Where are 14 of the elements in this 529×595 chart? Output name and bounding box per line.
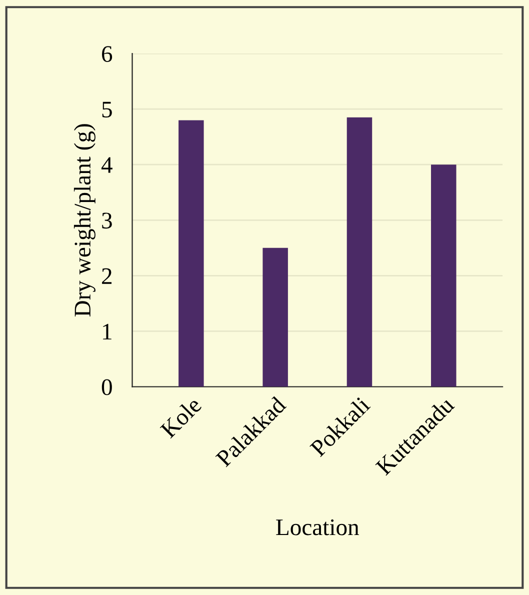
y-tick-label: 3	[102, 212, 112, 229]
y-tick-label: 6	[102, 46, 112, 62]
bar	[346, 117, 372, 387]
bar	[178, 120, 204, 387]
bar	[431, 164, 456, 387]
y-axis-title: Dry weight/plant (g)	[74, 124, 96, 317]
y-tick-label: 0	[102, 379, 112, 396]
y-tick-label: 2	[102, 268, 112, 284]
y-tick-label: 1	[103, 324, 112, 340]
bar	[262, 248, 288, 387]
y-tick-label: 5	[102, 102, 112, 118]
x-tick-label: Kole	[159, 396, 202, 439]
x-axis-title: Location	[276, 519, 359, 536]
y-tick-label: 4	[101, 157, 112, 173]
